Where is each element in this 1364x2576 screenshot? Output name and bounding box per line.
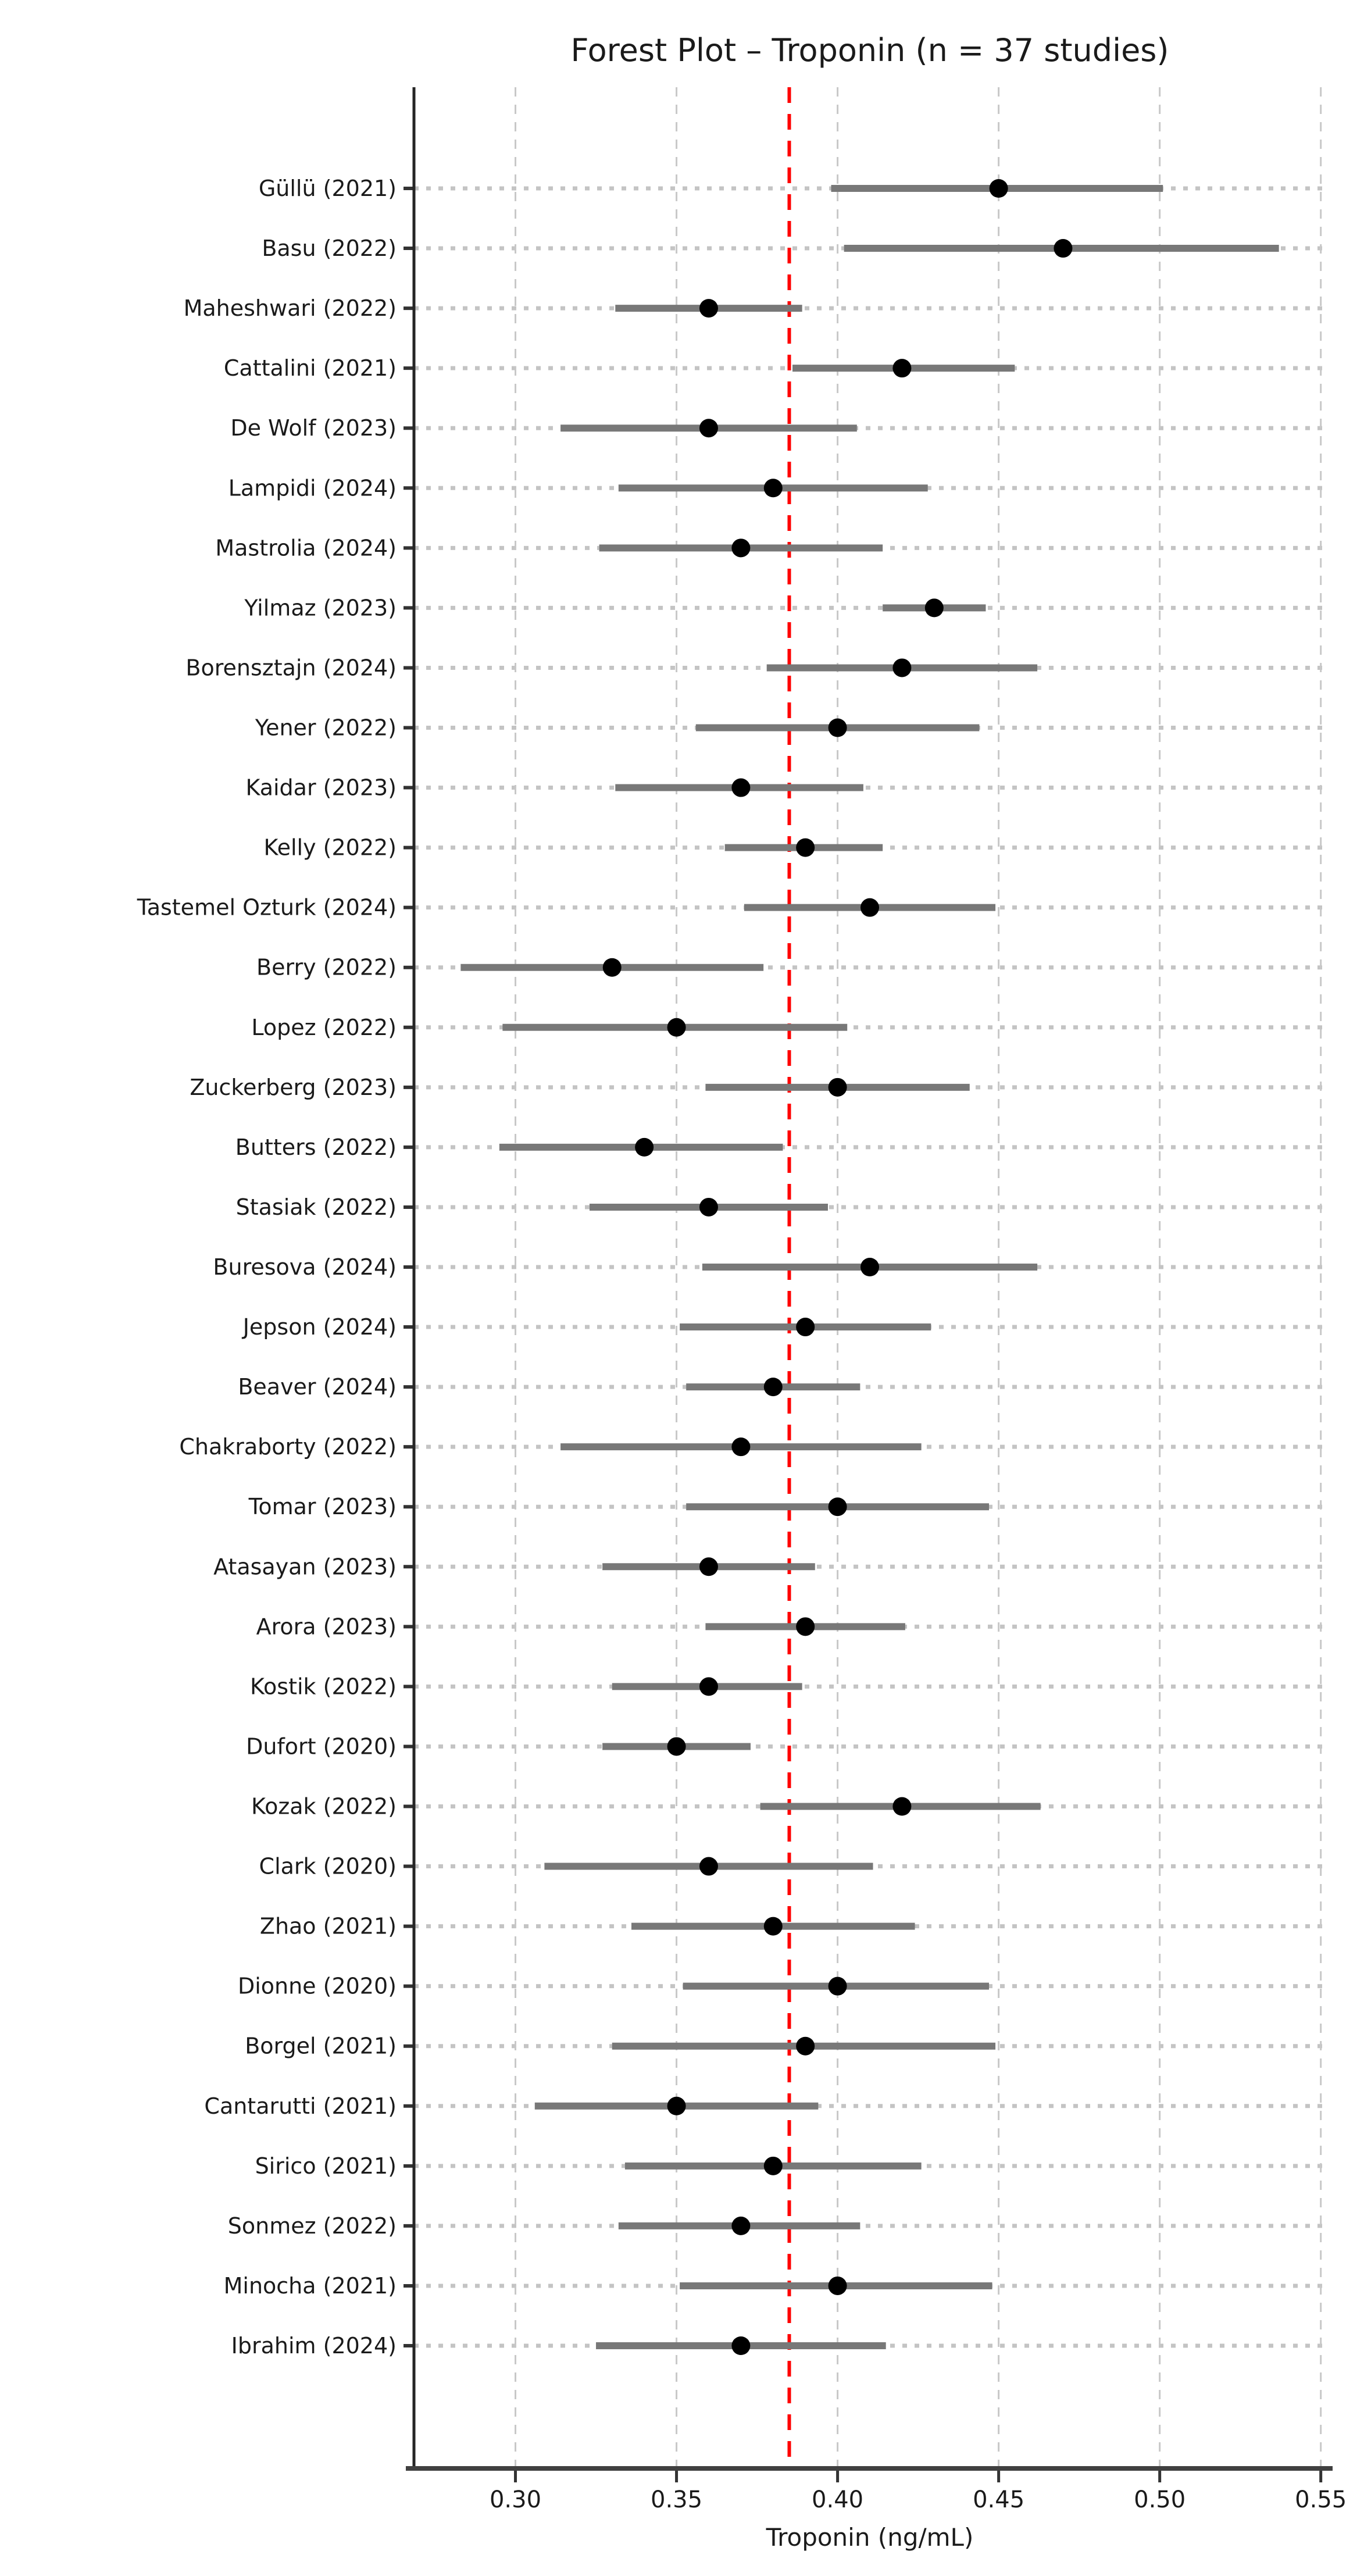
study-label: Jepson (2024) xyxy=(242,1314,397,1340)
axis-label-layer: 0.30 0.35 0.40 0.45 0.50 0.55 Güllü (2021) Basu… xyxy=(137,176,1347,2513)
study-label: Cantarutti (2021) xyxy=(204,2093,397,2119)
x-tick-label: 0.35 xyxy=(651,2486,702,2513)
study-label: Basu (2022) xyxy=(262,236,397,261)
study-label: Zhao (2021) xyxy=(260,1914,397,1939)
point-marker xyxy=(731,1437,751,1457)
row-guide-layer xyxy=(414,186,1326,2348)
study-label: Ibrahim (2024) xyxy=(231,2333,397,2359)
point-marker xyxy=(699,299,718,318)
study-label: Maheshwari (2022) xyxy=(184,295,397,321)
point-marker xyxy=(699,1197,718,1216)
point-marker xyxy=(763,1378,783,1397)
point-marker xyxy=(892,1797,912,1816)
point-marker xyxy=(699,419,718,438)
point-marker xyxy=(763,479,783,498)
point-marker xyxy=(796,2036,815,2056)
study-label: Borensztajn (2024) xyxy=(185,655,397,680)
study-label: Dufort (2020) xyxy=(246,1733,397,1759)
point-marker xyxy=(828,1497,847,1517)
point-marker xyxy=(796,838,815,857)
study-label: Mastrolia (2024) xyxy=(215,535,397,561)
point-marker xyxy=(763,1917,783,1936)
study-label: Atasayan (2023) xyxy=(213,1554,397,1579)
point-marker xyxy=(699,1677,718,1696)
study-label: Dionne (2020) xyxy=(238,1974,397,1999)
study-label: Kaidar (2023) xyxy=(245,775,397,801)
point-marker xyxy=(860,898,879,917)
point-marker xyxy=(699,1857,718,1876)
point-marker xyxy=(892,658,912,677)
point-marker xyxy=(667,1018,686,1037)
study-label: Sirico (2021) xyxy=(255,2153,397,2179)
point-marker xyxy=(699,1557,718,1576)
point-marker xyxy=(667,1737,686,1756)
study-label: Kostik (2022) xyxy=(250,1674,397,1699)
study-label: Güllü (2021) xyxy=(259,176,397,201)
study-label: Chakraborty (2022) xyxy=(179,1434,397,1460)
x-axis-label: Troponin (ng/mL) xyxy=(766,2523,974,2552)
study-label: Buresova (2024) xyxy=(213,1254,397,1280)
study-label: Zuckerberg (2023) xyxy=(190,1075,397,1100)
study-label: Borgel (2021) xyxy=(245,2033,397,2059)
point-marker xyxy=(860,1258,879,1276)
point-marker xyxy=(828,1976,847,1996)
study-label: Yener (2022) xyxy=(255,715,397,741)
study-label: Kozak (2022) xyxy=(251,1794,397,1819)
point-marker xyxy=(667,2096,686,2115)
point-marker-layer xyxy=(602,179,1073,2355)
study-label: Cattalini (2021) xyxy=(224,355,397,381)
point-marker xyxy=(635,1137,654,1157)
point-marker xyxy=(731,778,751,797)
study-label: Berry (2022) xyxy=(256,955,397,980)
point-marker xyxy=(828,718,847,737)
study-label: Minocha (2021) xyxy=(224,2273,397,2299)
axes-layer xyxy=(404,87,1333,2482)
point-marker xyxy=(763,2156,783,2175)
study-label: Tomar (2023) xyxy=(248,1494,397,1519)
study-label: Stasiak (2022) xyxy=(236,1194,397,1220)
x-tick-label: 0.40 xyxy=(812,2486,863,2513)
study-label: Lampidi (2024) xyxy=(228,475,397,501)
chart-title: Forest Plot – Troponin (n = 37 studies) xyxy=(570,32,1169,69)
study-label: Beaver (2024) xyxy=(238,1374,397,1400)
point-marker xyxy=(731,538,751,558)
x-tick-label: 0.55 xyxy=(1295,2486,1347,2513)
study-label: Kelly (2022) xyxy=(264,835,397,861)
point-marker xyxy=(731,2336,751,2355)
point-marker xyxy=(602,958,622,977)
point-marker xyxy=(1054,239,1073,258)
point-marker xyxy=(796,1318,815,1337)
point-marker xyxy=(828,1078,847,1097)
point-marker xyxy=(989,179,1008,198)
point-marker xyxy=(828,2276,847,2295)
study-label: Lopez (2022) xyxy=(251,1015,397,1040)
point-marker xyxy=(731,2216,751,2235)
x-tick-label: 0.30 xyxy=(490,2486,541,2513)
point-marker xyxy=(796,1617,815,1636)
x-tick-label: 0.45 xyxy=(973,2486,1024,2513)
x-tick-label: 0.50 xyxy=(1134,2486,1186,2513)
study-label: De Wolf (2023) xyxy=(230,415,397,441)
study-label: Butters (2022) xyxy=(235,1134,397,1160)
study-label: Clark (2020) xyxy=(259,1854,397,1879)
point-marker xyxy=(924,598,944,618)
study-label: Sonmez (2022) xyxy=(228,2213,397,2239)
vertical-grid-layer xyxy=(515,87,1322,2468)
study-label: Tastemel Ozturk (2024) xyxy=(137,895,397,920)
study-label: Yilmaz (2023) xyxy=(244,595,397,620)
point-marker xyxy=(892,359,912,378)
study-label: Arora (2023) xyxy=(256,1614,397,1639)
